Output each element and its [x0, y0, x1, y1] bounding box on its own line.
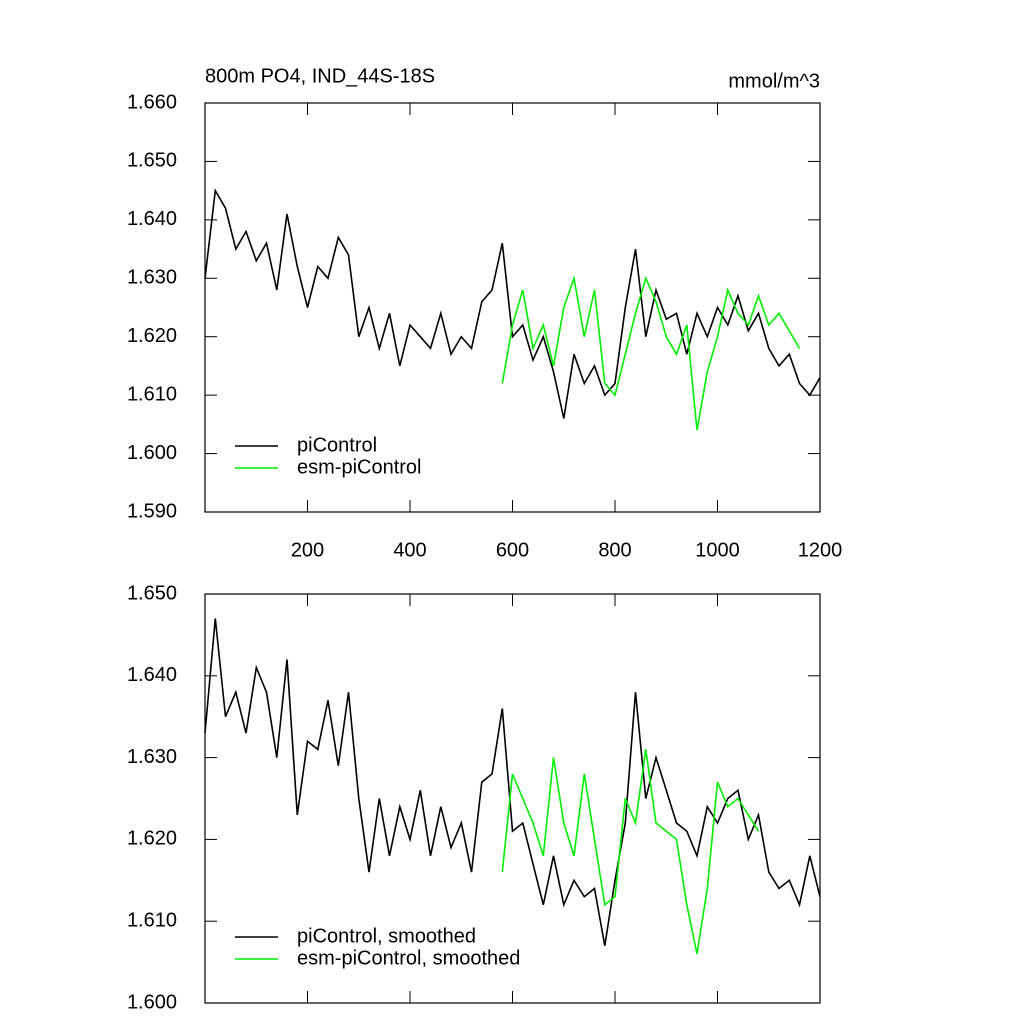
x-tick-label: 600: [496, 539, 529, 561]
y-tick-label: 1.610: [127, 909, 177, 931]
units-label: mmol/m^3: [728, 70, 820, 92]
y-tick-label: 1.630: [127, 746, 177, 768]
y-tick-label: 1.590: [127, 500, 177, 522]
y-tick-label: 1.660: [127, 91, 177, 113]
y-tick-label: 1.600: [127, 991, 177, 1013]
legend-label: piControl: [297, 434, 377, 456]
legend-label: esm-piControl, smoothed: [297, 947, 520, 969]
series-line: [501, 749, 760, 955]
legend-label: piControl, smoothed: [297, 925, 476, 947]
y-tick-label: 1.650: [127, 582, 177, 604]
x-tick-label: 800: [598, 539, 631, 561]
x-tick-label: 400: [393, 539, 426, 561]
y-tick-label: 1.650: [127, 150, 177, 172]
y-tick-label: 1.640: [127, 208, 177, 230]
y-tick-label: 1.640: [127, 664, 177, 686]
y-tick-label: 1.620: [127, 325, 177, 347]
chart-title: 800m PO4, IND_44S-18S: [205, 65, 435, 87]
x-tick-label: 1000: [695, 539, 740, 561]
legend-label: esm-piControl: [297, 456, 421, 478]
y-tick-label: 1.630: [127, 267, 177, 289]
series-line: [204, 188, 821, 419]
y-tick-label: 1.600: [127, 442, 177, 464]
series-line: [501, 275, 801, 431]
series-line: [204, 618, 821, 946]
y-tick-label: 1.620: [127, 828, 177, 850]
x-tick-label: 1200: [798, 539, 843, 561]
y-tick-label: 1.610: [127, 383, 177, 405]
x-tick-label: 200: [291, 539, 324, 561]
